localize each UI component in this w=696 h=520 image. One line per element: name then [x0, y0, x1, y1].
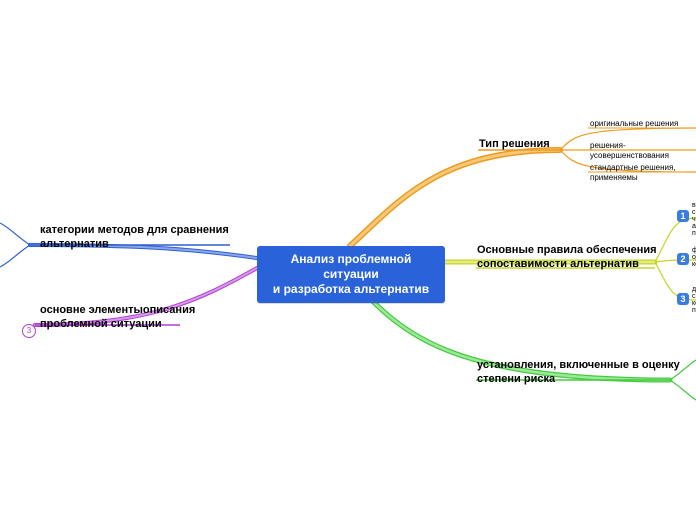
sub-original[interactable]: оригинальные решения	[590, 119, 678, 129]
rule-badge-3-text: дл сп ко пе	[692, 286, 696, 314]
branch-rules-l2: сопоставимости альтернатив	[477, 258, 639, 270]
branch-risk-l1: установления, включенные в оценку	[477, 359, 680, 371]
rule-badge-2[interactable]: 2	[677, 253, 689, 265]
branch-rules-l1: Основные правила обеспечения	[477, 244, 657, 256]
branch-left2-l2: проблемной ситуации	[40, 318, 162, 330]
sub-improve[interactable]: решения-усовершенствования	[590, 141, 696, 160]
branch-risk-l2: степени риска	[477, 373, 555, 385]
central-line2: и разработка альтернатив	[273, 282, 429, 296]
mindmap-canvas: Анализ проблемной ситуации и разработка …	[0, 0, 696, 520]
rule-badge-3[interactable]: 3	[677, 293, 689, 305]
central-node[interactable]: Анализ проблемной ситуации и разработка …	[257, 246, 445, 303]
branch-left1-l1: категории методов для сравнения	[40, 224, 229, 236]
left2-count-badge[interactable]: 3	[22, 324, 36, 338]
branch-type-decision[interactable]: Тип решения	[479, 138, 550, 152]
branch-left1-l2: альтернатив	[40, 238, 109, 250]
central-line1: Анализ проблемной ситуации	[291, 252, 412, 281]
sub-standard[interactable]: стандартные решения, применяемы	[590, 163, 696, 182]
branch-left1[interactable]: категории методов для сравнения альтерна…	[40, 224, 229, 252]
rule-badge-1[interactable]: 1	[677, 210, 689, 222]
branch-type-decision-label: Тип решения	[479, 138, 550, 150]
branch-left2-l1: основне элементыописания	[40, 304, 195, 316]
rule-badge-2-text: фо од ко	[692, 247, 696, 268]
branch-rules[interactable]: Основные правила обеспечения сопоставимо…	[477, 244, 657, 272]
branch-left2[interactable]: основне элементыописания проблемной ситу…	[40, 304, 195, 332]
branch-risk[interactable]: установления, включенные в оценку степен…	[477, 359, 680, 387]
rule-badge-1-text: в с чи ал пе	[692, 202, 696, 237]
